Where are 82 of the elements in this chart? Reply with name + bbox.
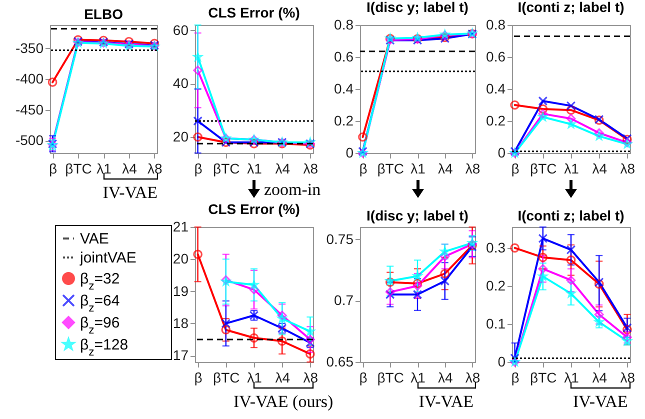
- text: zoom-in: [264, 180, 321, 199]
- x-tick-label: βTC: [530, 370, 557, 386]
- y-tick-label: 0: [346, 144, 354, 160]
- y-tick-label: 0.4: [334, 80, 354, 96]
- chart-title: I(disc y; label t): [366, 0, 468, 15]
- x-tick-label: β: [49, 160, 58, 176]
- y-tick-label: 0.3: [486, 239, 506, 256]
- x-tick-label: λ4: [438, 160, 453, 176]
- x-tick-label: λ8: [303, 370, 318, 386]
- y-tick-label: 0.2: [334, 112, 354, 128]
- y-tick-label: 0.4: [486, 80, 506, 96]
- x-tick-label: λ4: [122, 160, 138, 176]
- x-tick-label: λ4: [592, 370, 608, 386]
- text: IV-VAE: [418, 392, 474, 411]
- y-tick-label: 0.2: [486, 277, 506, 294]
- x-tick-label: λ4: [592, 160, 608, 176]
- text: IV-VAE (ours): [234, 392, 334, 411]
- x-tick-label: β: [511, 370, 520, 386]
- x-tick-label: βTC: [213, 370, 240, 386]
- x-tick-label: λ1: [564, 370, 580, 386]
- x-tick-label: λ8: [620, 160, 636, 176]
- y-tick-label: 0.1: [486, 315, 506, 332]
- chart-title: CLS Error (%): [208, 201, 300, 217]
- x-tick-label: λ1: [564, 160, 580, 176]
- x-tick-label: λ1: [410, 370, 426, 386]
- y-tick-label: 0.75: [326, 230, 354, 247]
- x-tick-label: β: [359, 370, 368, 386]
- text: IV-VAE: [573, 392, 628, 411]
- chart-title: ELBO: [84, 6, 124, 22]
- x-tick-label: βTC: [213, 160, 240, 176]
- legend-label: β$_{z}$=64: [80, 292, 120, 314]
- x-tick-label: βTC: [530, 160, 557, 176]
- x-tick-label: λ1: [247, 160, 262, 176]
- x-tick-label: β: [359, 160, 368, 176]
- text: IV-VAE: [102, 183, 158, 202]
- legend-label: jointVAE: [79, 250, 136, 266]
- x-tick-label: λ1: [410, 160, 426, 176]
- x-tick-label: β: [194, 370, 202, 386]
- y-tick-label: -450: [15, 101, 44, 118]
- x-tick-label: λ4: [275, 370, 290, 386]
- y-tick-label: 0: [498, 144, 506, 160]
- x-tick-label: λ8: [465, 370, 480, 386]
- y-tick-label: -350: [15, 40, 44, 56]
- y-tick-label: 20: [172, 250, 189, 267]
- y-tick-label: -400: [15, 70, 44, 87]
- x-tick-label: λ1: [247, 370, 262, 386]
- x-tick-label: βTC: [377, 160, 404, 176]
- x-tick-label: β: [511, 160, 520, 176]
- x-tick-label: λ4: [438, 370, 453, 386]
- x-tick-label: λ4: [275, 160, 290, 176]
- chart-title: I(disc y; label t): [366, 207, 468, 224]
- y-tick-label: 60: [172, 22, 189, 38]
- y-tick-label: 20: [172, 128, 189, 144]
- y-tick-label: 19: [172, 282, 189, 299]
- y-tick-label: 0.8: [486, 16, 506, 32]
- x-tick-label: λ8: [465, 160, 480, 176]
- x-tick-label: βTC: [65, 160, 92, 176]
- chart-title: I(conti z; label t): [518, 207, 624, 224]
- y-tick-label: 40: [172, 75, 189, 92]
- x-tick-label: βTC: [377, 370, 404, 386]
- x-tick-label: λ8: [303, 160, 318, 176]
- y-tick-label: 21: [172, 218, 189, 234]
- y-tick-label: 0.8: [334, 16, 354, 32]
- x-tick-label: λ8: [148, 160, 163, 176]
- chart-title: I(conti z; label t): [518, 0, 624, 15]
- y-tick-label: 0: [498, 354, 506, 370]
- legend-label: β$_{z}$=96: [80, 314, 120, 336]
- legend-label: β$_{z}$=32: [80, 270, 120, 292]
- y-tick-label: 0.65: [326, 354, 354, 370]
- y-tick-label: 0.7: [334, 292, 354, 308]
- legend-label: VAE: [80, 230, 109, 248]
- x-tick-label: λ1: [96, 160, 112, 176]
- y-tick-label: 18: [172, 314, 189, 331]
- legend-label: β$_{z}$=128: [80, 336, 128, 358]
- y-tick-label: 0.2: [486, 112, 506, 128]
- x-tick-label: λ8: [620, 370, 636, 386]
- y-tick-label: 17: [172, 347, 189, 364]
- y-tick-label: 0.6: [486, 48, 506, 64]
- x-tick-label: β: [194, 160, 202, 176]
- y-tick-label: 0.6: [334, 48, 354, 64]
- y-tick-label: -500: [15, 132, 44, 148]
- chart-title: CLS Error (%): [208, 4, 300, 20]
